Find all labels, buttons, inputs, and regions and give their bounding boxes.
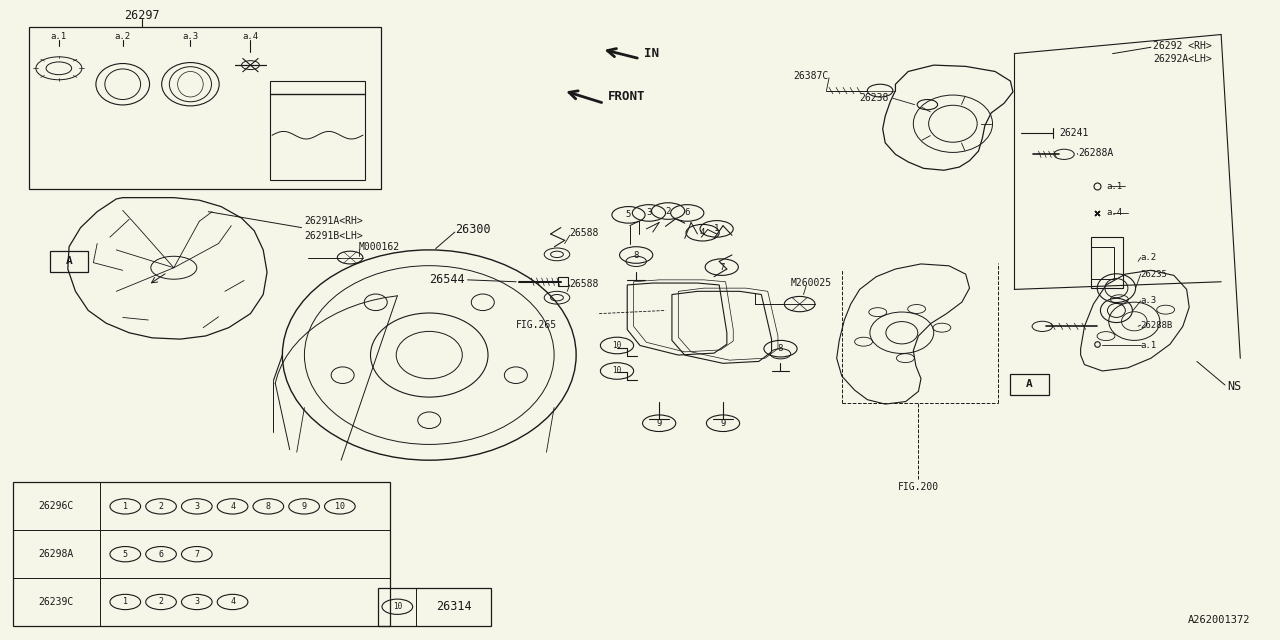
Text: 3: 3: [195, 502, 200, 511]
Text: 9: 9: [302, 502, 307, 511]
Text: 8: 8: [778, 344, 783, 353]
Text: 10: 10: [612, 341, 622, 350]
Text: 6: 6: [159, 550, 164, 559]
Text: 9: 9: [657, 419, 662, 428]
Text: M260025: M260025: [791, 278, 832, 288]
Text: 2: 2: [159, 598, 164, 607]
Bar: [558, 277, 568, 286]
Text: 26588: 26588: [570, 228, 599, 238]
Text: 1: 1: [714, 225, 719, 234]
Text: 8: 8: [634, 250, 639, 259]
Text: 26292 <RH>: 26292 <RH>: [1153, 41, 1212, 51]
Text: 26387C: 26387C: [794, 71, 829, 81]
Text: 10: 10: [335, 502, 344, 511]
Text: 26300: 26300: [454, 223, 490, 236]
Text: 6: 6: [685, 209, 690, 218]
Text: 26297: 26297: [124, 9, 160, 22]
Text: 2: 2: [666, 207, 671, 216]
Text: IN: IN: [644, 47, 659, 60]
Bar: [1091, 246, 1114, 278]
Text: 10: 10: [393, 602, 402, 611]
Text: 4: 4: [230, 598, 236, 607]
Text: 10: 10: [612, 367, 622, 376]
Text: 26241: 26241: [1059, 128, 1088, 138]
Text: A: A: [65, 257, 73, 266]
Text: 26296C: 26296C: [38, 501, 74, 511]
Text: a.1: a.1: [1140, 341, 1157, 350]
Text: a.2: a.2: [115, 32, 131, 41]
Text: a.4: a.4: [1106, 209, 1123, 218]
Text: FIG.200: FIG.200: [897, 482, 940, 492]
Text: 4: 4: [700, 228, 705, 237]
Text: 2: 2: [159, 502, 164, 511]
Text: A: A: [1027, 380, 1033, 389]
Text: 7: 7: [719, 262, 724, 271]
Text: a.3: a.3: [1140, 296, 1157, 305]
Text: A262001372: A262001372: [1188, 614, 1251, 625]
Text: 1: 1: [123, 502, 128, 511]
Text: 26291A<RH>: 26291A<RH>: [305, 216, 362, 226]
Text: 26239C: 26239C: [38, 597, 74, 607]
Text: a.3: a.3: [182, 32, 198, 41]
Bar: [29, 27, 380, 189]
Text: 26588: 26588: [570, 278, 599, 289]
Text: FRONT: FRONT: [608, 90, 645, 104]
Text: 8: 8: [266, 502, 271, 511]
Text: 26314: 26314: [435, 600, 471, 613]
Text: a.4: a.4: [242, 32, 259, 41]
Bar: [50, 250, 88, 272]
Text: FIG.265: FIG.265: [516, 320, 557, 330]
Text: 26288A: 26288A: [1078, 148, 1114, 158]
Text: a.1: a.1: [51, 32, 67, 41]
Bar: [378, 588, 490, 626]
Bar: [13, 483, 389, 626]
Text: 3: 3: [195, 598, 200, 607]
Text: 1: 1: [123, 598, 128, 607]
Text: 5: 5: [123, 550, 128, 559]
Bar: [1010, 374, 1048, 395]
Text: 26288B: 26288B: [1140, 321, 1172, 330]
Text: 4: 4: [230, 502, 236, 511]
Bar: [270, 81, 365, 180]
Text: 3: 3: [646, 209, 652, 218]
Text: 5: 5: [626, 211, 631, 220]
Text: 26235: 26235: [1140, 269, 1167, 278]
Text: NS: NS: [1228, 380, 1242, 394]
Text: 26544: 26544: [429, 273, 465, 286]
Text: 9: 9: [721, 419, 726, 428]
Bar: [1091, 237, 1123, 288]
Text: 26291B<LH>: 26291B<LH>: [305, 231, 362, 241]
Text: 26292A<LH>: 26292A<LH>: [1153, 54, 1212, 64]
Text: 26298A: 26298A: [38, 549, 74, 559]
Text: 26238: 26238: [860, 93, 890, 103]
Text: a.2: a.2: [1140, 253, 1157, 262]
Text: M000162: M000162: [358, 242, 401, 252]
Text: a.1: a.1: [1106, 182, 1123, 191]
Text: 7: 7: [195, 550, 200, 559]
